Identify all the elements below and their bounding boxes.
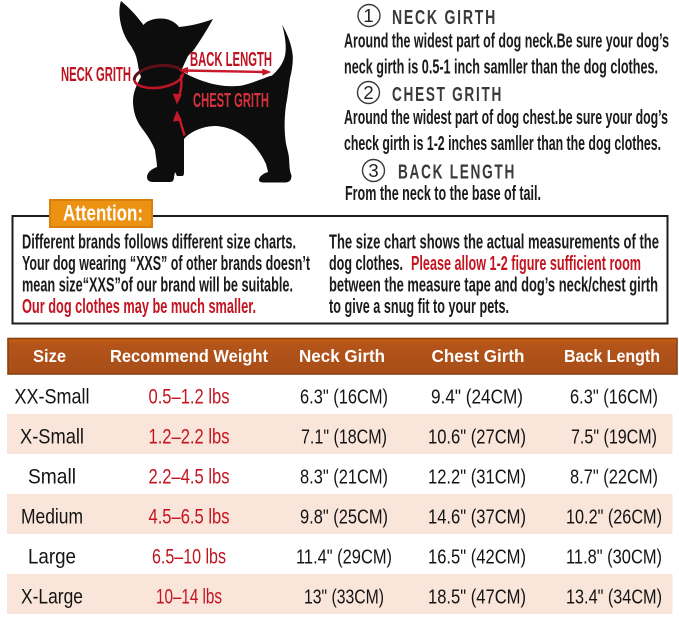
- svg-text:Your dog wearing “XXS” of othe: Your dog wearing “XXS” of other brands d…: [22, 252, 310, 275]
- svg-text:CHEST GRITH: CHEST GRITH: [392, 84, 503, 106]
- svg-text:NECK GRITH: NECK GRITH: [61, 64, 131, 86]
- svg-text:Back Length: Back Length: [564, 346, 660, 366]
- svg-text:Chest Girth: Chest Girth: [432, 346, 525, 366]
- svg-text:10–14 lbs: 10–14 lbs: [156, 586, 222, 609]
- svg-text:Recommend Weight: Recommend Weight: [110, 346, 268, 366]
- svg-text:dog clothes.: dog clothes.: [329, 252, 403, 275]
- svg-text:3: 3: [368, 160, 378, 181]
- svg-text:10.2" (26CM): 10.2" (26CM): [566, 506, 662, 529]
- svg-text:Neck Girth: Neck Girth: [299, 346, 385, 366]
- svg-text:neck girth is 0.5-1 inch samll: neck girth is 0.5-1 inch samller than th…: [344, 56, 658, 79]
- svg-text:Different brands follows diffe: Different brands follows different size …: [22, 231, 296, 254]
- svg-text:BACK LENGTH: BACK LENGTH: [398, 162, 516, 184]
- svg-text:4.5–6.5 lbs: 4.5–6.5 lbs: [149, 506, 230, 529]
- svg-text:Around the widest part of dog: Around the widest part of dog chest.be s…: [344, 106, 668, 129]
- svg-text:BACK LENGTH: BACK LENGTH: [190, 48, 272, 71]
- svg-text:8.7" (22CM): 8.7" (22CM): [570, 466, 658, 489]
- svg-text:11.4" (29CM): 11.4" (29CM): [296, 546, 392, 569]
- svg-text:13" (33CM): 13" (33CM): [304, 586, 384, 609]
- svg-text:X-Small: X-Small: [20, 426, 84, 449]
- svg-text:6.3" (16CM): 6.3" (16CM): [300, 386, 388, 409]
- svg-text:check girth is 1-2 inches saml: check girth is 1-2 inches samller than t…: [344, 132, 661, 155]
- svg-text:13.4" (34CM): 13.4" (34CM): [566, 586, 662, 609]
- svg-text:6.5–10 lbs: 6.5–10 lbs: [152, 546, 226, 569]
- svg-text:1: 1: [363, 5, 373, 26]
- svg-text:Size: Size: [33, 346, 66, 366]
- svg-text:Around the widest part of dog: Around the widest part of dog neck.Be su…: [344, 30, 669, 53]
- svg-text:6.3" (16CM): 6.3" (16CM): [570, 386, 658, 409]
- svg-text:Large: Large: [28, 546, 76, 569]
- svg-text:X-Large: X-Large: [21, 586, 83, 609]
- svg-text:1.2–2.2 lbs: 1.2–2.2 lbs: [149, 426, 230, 449]
- svg-text:11.8" (30CM): 11.8" (30CM): [566, 546, 662, 569]
- svg-text:between the measure tape and d: between the measure tape and dog’s neck/…: [329, 274, 658, 297]
- svg-text:NECK GIRTH: NECK GIRTH: [392, 7, 497, 29]
- svg-text:7.5" (19CM): 7.5" (19CM): [571, 426, 657, 449]
- svg-text:16.5" (42CM): 16.5" (42CM): [428, 546, 526, 569]
- svg-text:18.5" (47CM): 18.5" (47CM): [428, 586, 526, 609]
- svg-text:Our dog clothes may be much sm: Our dog clothes may be much smaller.: [22, 295, 256, 318]
- svg-text:CHEST GRITH: CHEST GRITH: [193, 89, 269, 112]
- svg-text:14.6" (37CM): 14.6" (37CM): [428, 506, 526, 529]
- svg-text:9.4" (24CM): 9.4" (24CM): [431, 386, 523, 409]
- svg-text:From the neck to the base of t: From the neck to the base of tail.: [345, 182, 541, 205]
- svg-text:mean size“XXS”of our brand wil: mean size“XXS”of our brand will be suita…: [22, 274, 293, 297]
- svg-text:XX-Small: XX-Small: [15, 386, 90, 409]
- svg-text:to give a snug fit to your pet: to give a snug fit to your pets.: [329, 295, 509, 318]
- svg-text:7.1" (18CM): 7.1" (18CM): [301, 426, 387, 449]
- svg-text:0.5–1.2 lbs: 0.5–1.2 lbs: [149, 386, 230, 409]
- svg-text:Attention:: Attention:: [63, 201, 143, 226]
- svg-text:Please allow 1-2 figure suffic: Please allow 1-2 figure sufficient room: [411, 252, 641, 275]
- svg-text:The size chart shows the actua: The size chart shows the actual measurem…: [329, 231, 659, 254]
- svg-text:10.6" (27CM): 10.6" (27CM): [428, 426, 526, 449]
- svg-text:9.8" (25CM): 9.8" (25CM): [300, 506, 388, 529]
- svg-text:Medium: Medium: [21, 506, 83, 529]
- svg-text:2: 2: [363, 82, 373, 103]
- svg-text:2.2–4.5 lbs: 2.2–4.5 lbs: [149, 466, 230, 489]
- svg-text:12.2" (31CM): 12.2" (31CM): [428, 466, 526, 489]
- svg-text:Small: Small: [28, 466, 76, 489]
- svg-text:8.3" (21CM): 8.3" (21CM): [300, 466, 388, 489]
